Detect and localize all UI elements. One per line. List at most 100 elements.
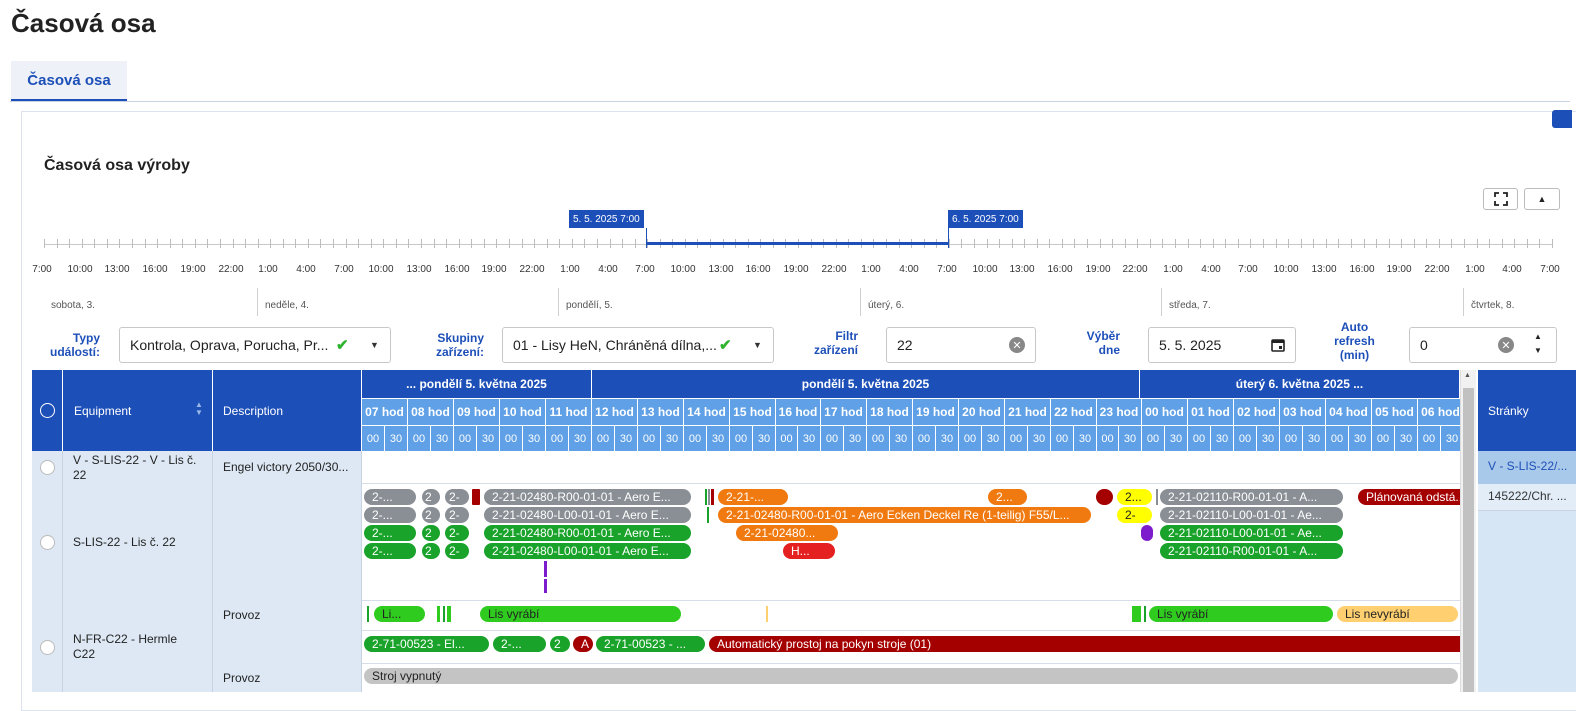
tab-timeline[interactable]: Časová osa <box>11 61 127 101</box>
event-bar[interactable]: 2- <box>1117 507 1152 523</box>
event-bar[interactable]: 2 <box>422 489 440 505</box>
event-bar[interactable] <box>1096 489 1113 505</box>
event-bar[interactable]: Lis vyrábí <box>1149 606 1333 622</box>
range-end-marker[interactable]: 6. 5. 2025 7:00 <box>948 210 1023 228</box>
table-row[interactable]: Provoz <box>32 601 1462 631</box>
day-header: pondělí 5. května 2025 <box>592 370 1140 398</box>
ruler-tick <box>371 239 372 248</box>
hour-header: 04 hod <box>1326 398 1372 425</box>
half-hour-header: 30 <box>707 425 730 451</box>
event-marker[interactable] <box>707 507 709 523</box>
event-bar[interactable]: 2-71-00523 - ... <box>596 636 705 652</box>
event-bar[interactable]: 2... <box>1117 489 1152 505</box>
event-bar[interactable]: 2 <box>422 543 440 559</box>
event-bar[interactable]: 2-71-00523 - El... <box>364 636 489 652</box>
equipment-cell: N-FR-C22 - Hermle C22 <box>63 631 213 664</box>
event-bar[interactable]: 2-... <box>364 507 416 523</box>
event-bar[interactable] <box>1141 525 1153 541</box>
event-marker[interactable] <box>443 606 445 622</box>
page-title: Časová osa <box>11 8 156 38</box>
event-marker[interactable] <box>708 489 710 505</box>
pages-cell[interactable]: 145222/Chr. ... <box>1478 484 1576 511</box>
fullscreen-button[interactable] <box>1483 188 1518 210</box>
event-marker[interactable] <box>705 489 707 505</box>
event-marker[interactable] <box>1144 606 1146 622</box>
equipment-column-header[interactable]: Equipment ▲ ▼ <box>63 370 213 451</box>
row-radio[interactable] <box>40 640 55 655</box>
event-bar[interactable]: 2-... <box>364 543 416 559</box>
chevron-down-icon[interactable]: ▼ <box>753 340 762 350</box>
event-bar[interactable]: 2... <box>988 489 1027 505</box>
event-bar[interactable]: Automatický prostoj na pokyn stroje (01) <box>709 636 1460 652</box>
row-radio[interactable] <box>40 535 55 550</box>
ruler-tick-label: 16:00 <box>444 264 470 275</box>
event-bar[interactable]: 2-... <box>364 489 416 505</box>
table-row[interactable]: V - S-LIS-22 - V - Lis č. 22 Engel victo… <box>32 451 1462 484</box>
event-marker[interactable] <box>544 561 547 577</box>
scroll-up-icon[interactable]: ▲ <box>1464 372 1471 379</box>
event-bar[interactable]: 2-21-02110-R00-01-01 - A... <box>1160 489 1343 505</box>
event-bar[interactable]: 2-21-02480-R00-01-01 - Aero E... <box>484 489 691 505</box>
event-bar[interactable]: 2-21-02480-R00-01-01 - Aero E... <box>484 525 691 541</box>
event-marker[interactable] <box>437 606 440 622</box>
calendar-icon[interactable] <box>1271 338 1285 352</box>
clear-icon[interactable]: ✕ <box>1498 337 1514 353</box>
event-bar[interactable]: Lis vyrábí <box>480 606 681 622</box>
pages-cell[interactable]: V - S-LIS-22/... <box>1478 451 1576 484</box>
table-row[interactable]: S-LIS-22 - Lis č. 22 <box>32 484 1462 601</box>
ruler-tick-label: 22:00 <box>1122 264 1148 275</box>
event-bar[interactable]: 2-... <box>364 525 416 541</box>
event-bar[interactable]: 2-21-02480-L00-01-01 - Aero E... <box>484 507 691 523</box>
stepper-icon[interactable]: ▲ ▼ <box>1534 332 1542 355</box>
description-cell: Engel victory 2050/30... <box>213 451 362 484</box>
event-bar[interactable]: 2 <box>422 525 440 541</box>
event-types-select[interactable]: Kontrola, Oprava, Porucha, Pr... ✔ ▼ <box>119 327 391 363</box>
event-bar[interactable]: 2- <box>445 543 469 559</box>
event-marker[interactable] <box>447 606 451 622</box>
selected-range[interactable] <box>646 242 949 245</box>
event-marker[interactable] <box>544 579 547 593</box>
event-bar[interactable]: 2-21-02480-L00-01-01 - Aero E... <box>484 543 691 559</box>
ruler-tick-label: 13:00 <box>104 264 130 275</box>
event-bar[interactable]: 2 <box>422 507 440 523</box>
device-groups-select[interactable]: 01 - Lisy HeN, Chráněná dílna,... ✔ ▼ <box>502 327 774 363</box>
range-start-marker[interactable]: 5. 5. 2025 7:00 <box>569 210 644 228</box>
day-picker-input[interactable]: 5. 5. 2025 <box>1148 327 1296 363</box>
scrollbar-thumb[interactable] <box>1463 388 1474 692</box>
panel-corner-flag[interactable] <box>1552 110 1572 128</box>
event-marker[interactable] <box>766 606 768 622</box>
event-bar[interactable]: A <box>573 636 593 652</box>
table-row[interactable]: Provoz <box>32 664 1462 692</box>
event-bar[interactable]: H... <box>783 543 835 559</box>
chevron-down-icon[interactable]: ▼ <box>370 340 379 350</box>
event-marker[interactable] <box>367 606 369 622</box>
event-bar[interactable]: 2 <box>550 636 570 652</box>
collapse-button[interactable]: ▲ <box>1524 188 1560 210</box>
event-bar[interactable]: 2-21-02480... <box>736 525 838 541</box>
event-bar[interactable]: 2-21-02480-R00-01-01 - Aero Ecken Deckel… <box>718 507 1091 523</box>
event-bar[interactable]: Stroj vypnutý <box>364 668 1458 684</box>
event-marker[interactable] <box>711 489 714 505</box>
row-radio[interactable] <box>40 460 55 475</box>
device-filter-input[interactable]: 22 ✕ <box>886 327 1036 363</box>
event-bar[interactable]: 2- <box>445 525 469 541</box>
select-all-radio[interactable] <box>40 403 55 418</box>
event-bar[interactable]: 2-21-02110-R00-01-01 - A... <box>1160 543 1343 559</box>
event-marker[interactable] <box>1156 489 1158 505</box>
event-bar[interactable]: Lis nevyrábí <box>1337 606 1458 622</box>
event-bar[interactable]: 2- <box>445 507 469 523</box>
event-bar[interactable]: Plánovaná odstá... <box>1358 489 1468 505</box>
event-bar[interactable]: 2-21-02110-L00-01-01 - Ae... <box>1160 525 1343 541</box>
table-row[interactable]: N-FR-C22 - Hermle C22 <box>32 631 1462 664</box>
auto-refresh-input[interactable]: 0 ✕ ▲ ▼ <box>1409 327 1557 363</box>
event-bar[interactable] <box>472 489 480 505</box>
event-marker[interactable] <box>1132 606 1141 622</box>
sort-icon[interactable]: ▲ ▼ <box>195 400 203 417</box>
event-bar[interactable]: 2- <box>445 489 469 505</box>
event-bar[interactable]: 2-... <box>493 636 546 652</box>
clear-icon[interactable]: ✕ <box>1009 337 1025 353</box>
ruler-tick-label: 1:00 <box>560 264 580 275</box>
event-bar[interactable]: 2-21-... <box>718 489 788 505</box>
event-bar[interactable]: 2-21-02110-L00-01-01 - Ae... <box>1160 507 1343 523</box>
event-bar[interactable]: Li... <box>374 606 425 622</box>
